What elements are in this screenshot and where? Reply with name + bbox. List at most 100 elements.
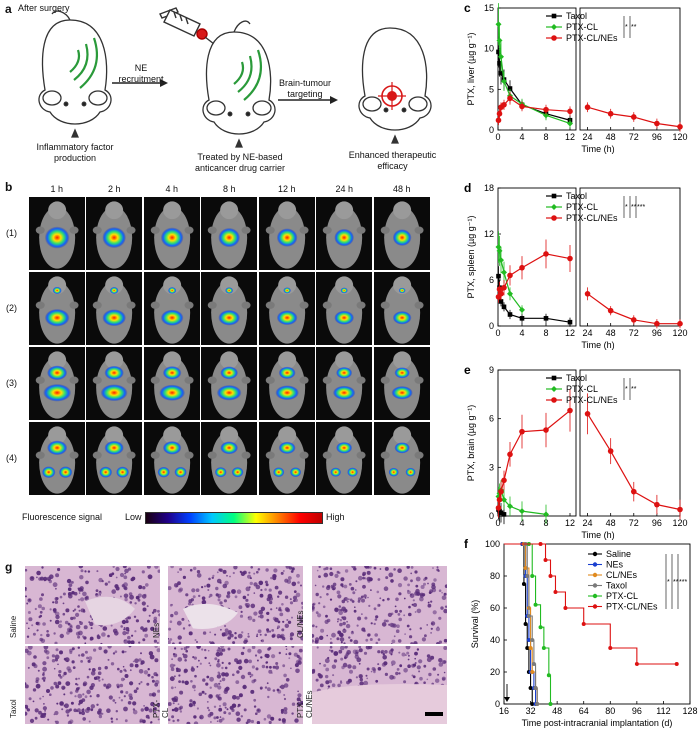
survival-marker	[538, 625, 543, 630]
data-point	[543, 427, 549, 433]
data-point	[498, 53, 504, 60]
legend-marker	[592, 583, 598, 588]
legend-label: NEs	[606, 560, 624, 570]
arrow2-label-2: targeting	[287, 89, 323, 99]
legend-marker	[592, 551, 598, 557]
data-point	[507, 86, 513, 91]
significance-mark: *	[625, 204, 628, 211]
fluorescence-mouse-image	[201, 421, 258, 496]
legend-label: PTX-CL/NEs	[566, 395, 618, 405]
y-tick-label: 6	[489, 414, 494, 424]
data-point	[567, 120, 573, 127]
x-tick-label: 16	[499, 706, 509, 716]
survival-marker	[535, 702, 540, 706]
fluorescence-mouse-image	[143, 196, 200, 271]
plot-frame-left	[497, 7, 577, 131]
significance-mark: **	[631, 386, 637, 393]
significance-mark: *	[625, 386, 628, 393]
data-point	[630, 317, 637, 323]
data-point	[607, 307, 614, 314]
x-axis-label: Time (h)	[581, 340, 614, 350]
survival-marker	[523, 622, 528, 626]
fluorescence-mouse-image	[316, 346, 373, 421]
fluorescence-mouse-image	[373, 271, 430, 346]
mouse-icon	[38, 10, 112, 138]
x-tick-label: 48	[606, 132, 616, 142]
y-tick-label: 9	[489, 365, 494, 375]
panel-g-label: g	[5, 560, 13, 574]
data-point	[543, 511, 549, 518]
x-tick-label: 4	[519, 518, 524, 528]
fluorescence-mouse-image	[373, 346, 430, 421]
x-tick-label: 96	[632, 706, 642, 716]
panel-a-schematic	[38, 7, 432, 148]
data-point	[567, 255, 573, 262]
survival-marker	[553, 590, 558, 594]
legend-label: PTX-CL/NEs	[606, 602, 658, 612]
survival-marker	[531, 662, 536, 666]
data-point	[501, 284, 507, 291]
data-point	[543, 106, 549, 113]
legend-marker	[551, 397, 557, 403]
survival-marker	[530, 702, 535, 706]
survival-marker	[523, 566, 528, 570]
x-tick-label: 112	[656, 706, 670, 716]
histology-image	[168, 566, 303, 644]
time-column-label: 8 h	[222, 184, 236, 194]
x-tick-label: 48	[606, 518, 616, 528]
x-tick-label: 12	[565, 328, 575, 338]
time-column-label: 48 h	[392, 184, 411, 194]
plot-frame-left	[497, 369, 577, 517]
data-point	[654, 320, 660, 327]
survival-marker	[608, 646, 613, 650]
after-surgery-text: After surgery	[18, 3, 70, 13]
survival-line	[504, 543, 677, 665]
data-point	[498, 70, 504, 76]
x-tick-label: 48	[606, 328, 616, 338]
panel-label: c	[464, 1, 471, 15]
y-tick-label: 20	[490, 667, 500, 677]
data-point	[543, 112, 549, 119]
mouse-icon	[358, 27, 432, 144]
data-point	[630, 114, 637, 120]
arrow1-label: NE	[134, 63, 148, 73]
x-tick-label: 24	[583, 132, 593, 142]
fluorescence-mouse-image	[258, 346, 315, 421]
histology-group-label: Taxol	[9, 699, 18, 718]
histology-group-label: CL/NEs	[296, 610, 305, 638]
data-point	[677, 506, 683, 513]
data-point	[654, 120, 660, 127]
x-tick-label: 48	[552, 706, 562, 716]
x-tick-label: 24	[583, 518, 593, 528]
significance-mark: **	[673, 579, 679, 586]
fluorescence-mouse-image	[258, 196, 315, 271]
y-tick-label: 80	[490, 571, 500, 581]
data-point	[584, 291, 591, 297]
plot-frame-right	[579, 369, 681, 517]
significance-mark: **	[631, 24, 637, 31]
fluorescence-mouse-image	[373, 421, 430, 496]
fluorescence-mouse-image	[86, 271, 143, 346]
fluorescence-mouse-image	[316, 196, 373, 271]
legend-marker	[551, 204, 557, 210]
fluorescence-mouse-image	[201, 346, 258, 421]
scale-bar	[425, 712, 443, 716]
group-row-label: (1)	[6, 227, 17, 238]
survival-line	[504, 543, 538, 704]
scale-low-label: Low	[125, 512, 142, 522]
data-point	[495, 505, 502, 511]
plot-frame	[503, 543, 691, 705]
legend-label: PTX-CL	[566, 202, 598, 212]
data-point	[501, 78, 507, 85]
survival-marker	[543, 558, 548, 562]
x-tick-label: 72	[629, 328, 639, 338]
data-point	[519, 103, 525, 110]
fluorescence-mouse-image	[316, 421, 373, 496]
x-tick-label: 8	[543, 328, 548, 338]
significance-mark: ***	[637, 204, 645, 211]
legend-label: Taxol	[606, 581, 627, 591]
data-point	[519, 306, 525, 313]
x-tick-label: 120	[672, 518, 687, 528]
y-tick-label: 18	[484, 183, 494, 193]
y-tick-label: 6	[489, 275, 494, 285]
